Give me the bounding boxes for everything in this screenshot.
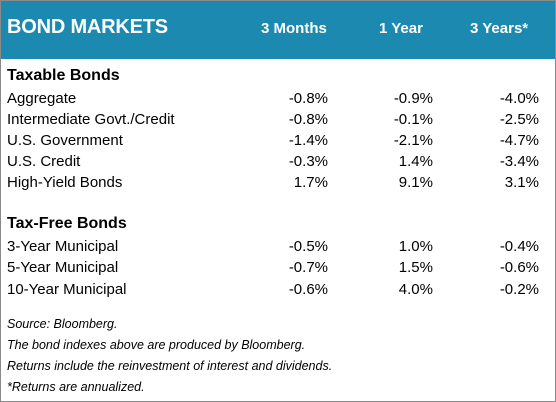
- section-title-taxfree: Tax-Free Bonds: [7, 215, 127, 232]
- value-1-year: 4.0%: [398, 281, 433, 298]
- value-1-year: 1.4%: [398, 153, 433, 170]
- value-1-year: 9.1%: [398, 174, 433, 191]
- table-row: 5-Year Municipal -0.7% 1.5% -0.6%: [1, 259, 555, 280]
- table-header: BOND MARKETS 3 Months 1 Year 3 Years*: [1, 1, 555, 59]
- value-3-years: -0.4%: [499, 238, 539, 255]
- value-1-year: -0.1%: [393, 111, 433, 128]
- row-label: 3-Year Municipal: [7, 238, 119, 255]
- table-row: 3-Year Municipal -0.5% 1.0% -0.4%: [1, 238, 555, 259]
- value-3-years: -4.0%: [499, 90, 539, 107]
- col-header-3-years: 3 Years*: [470, 20, 529, 37]
- footnote-annualized: *Returns are annualized.: [7, 380, 145, 394]
- section-title-taxable: Taxable Bonds: [7, 67, 120, 84]
- value-3-years: -0.2%: [499, 281, 539, 298]
- value-3-months: 1.7%: [293, 174, 328, 191]
- table-row: U.S. Credit -0.3% 1.4% -3.4%: [1, 153, 555, 174]
- value-1-year: 1.5%: [398, 259, 433, 276]
- row-label: High-Yield Bonds: [7, 174, 123, 191]
- value-3-years: 3.1%: [504, 174, 539, 191]
- value-3-years: -2.5%: [499, 111, 539, 128]
- row-label: 10-Year Municipal: [7, 281, 127, 298]
- value-3-years: -3.4%: [499, 153, 539, 170]
- value-3-months: -0.3%: [288, 153, 328, 170]
- value-3-months: -0.8%: [288, 90, 328, 107]
- table-row: High-Yield Bonds 1.7% 9.1% 3.1%: [1, 174, 555, 195]
- value-3-months: -0.6%: [288, 281, 328, 298]
- table-row: Intermediate Govt./Credit -0.8% -0.1% -2…: [1, 111, 555, 132]
- table-row: U.S. Government -1.4% -2.1% -4.7%: [1, 132, 555, 153]
- col-header-3-months: 3 Months: [261, 20, 327, 37]
- value-3-years: -4.7%: [499, 132, 539, 149]
- table-title: BOND MARKETS: [7, 16, 168, 38]
- value-1-year: -0.9%: [393, 90, 433, 107]
- value-3-months: -1.4%: [288, 132, 328, 149]
- footnote-source: Source: Bloomberg.: [7, 317, 118, 331]
- value-1-year: 1.0%: [398, 238, 433, 255]
- row-label: U.S. Government: [7, 132, 123, 149]
- footnote-returns: Returns include the reinvestment of inte…: [7, 359, 333, 373]
- value-3-months: -0.7%: [288, 259, 328, 276]
- value-1-year: -2.1%: [393, 132, 433, 149]
- row-label: Aggregate: [7, 90, 77, 107]
- value-3-years: -0.6%: [499, 259, 539, 276]
- row-label: Intermediate Govt./Credit: [7, 111, 175, 128]
- table-row: Aggregate -0.8% -0.9% -4.0%: [1, 90, 555, 111]
- value-3-months: -0.5%: [288, 238, 328, 255]
- col-header-1-year: 1 Year: [379, 20, 423, 37]
- row-label: 5-Year Municipal: [7, 259, 119, 276]
- table-row: 10-Year Municipal -0.6% 4.0% -0.2%: [1, 281, 555, 302]
- row-label: U.S. Credit: [7, 153, 81, 170]
- value-3-months: -0.8%: [288, 111, 328, 128]
- footnote-indexes: The bond indexes above are produced by B…: [7, 338, 306, 352]
